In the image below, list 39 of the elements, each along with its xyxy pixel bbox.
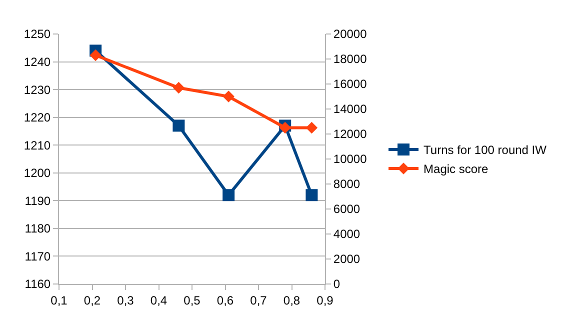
y-tick-label: 1240 <box>24 54 51 69</box>
y-tick-label: 1170 <box>24 249 51 264</box>
y-tick-label: 1190 <box>24 194 51 208</box>
point <box>222 189 235 202</box>
x-tick-label: 0,2 <box>84 293 101 308</box>
x-tick-label: 0,8 <box>283 293 300 308</box>
x-tick-label: 0,3 <box>117 293 134 308</box>
point <box>222 90 234 102</box>
x-tick-label: 0,4 <box>150 293 168 308</box>
point <box>306 122 318 134</box>
y-tick-label: 1200 <box>24 166 51 180</box>
y-tick-label: 1210 <box>24 138 51 152</box>
y2-tick-label: 12000 <box>333 127 368 142</box>
x-tick-label: 0,6 <box>216 293 234 308</box>
x-tick-label: 0,1 <box>50 293 68 308</box>
x-tick-label: 0,9 <box>316 293 334 308</box>
y-tick-label: 1230 <box>24 82 51 97</box>
y2-tick-label: 6000 <box>333 202 360 216</box>
y2-tick-label: 20000 <box>333 27 368 42</box>
legend-label: Magic score <box>424 162 489 176</box>
point <box>306 189 318 202</box>
y2-tick-label: 14000 <box>333 102 368 116</box>
y2-tick-label: 2000 <box>333 252 360 266</box>
y2-tick-label: 18000 <box>333 52 368 66</box>
point <box>172 120 185 132</box>
legend-label: Turns for 100 round IW <box>424 143 548 158</box>
y-tick-label: 1160 <box>24 277 51 292</box>
y2-tick-label: 10000 <box>333 152 368 166</box>
y2-tick-label: 0 <box>333 277 340 292</box>
x-tick-label: 0,5 <box>184 293 201 308</box>
y2-tick-label: 8000 <box>333 177 360 192</box>
y-tick-label: 1180 <box>24 222 51 236</box>
x-tick-label: 0,7 <box>250 293 268 308</box>
y-tick-label: 1250 <box>24 27 51 42</box>
point <box>90 49 102 62</box>
y2-tick-label: 4000 <box>333 227 360 242</box>
y-tick-label: 1220 <box>24 110 51 125</box>
point <box>172 82 185 94</box>
y2-tick-label: 16000 <box>333 77 368 92</box>
